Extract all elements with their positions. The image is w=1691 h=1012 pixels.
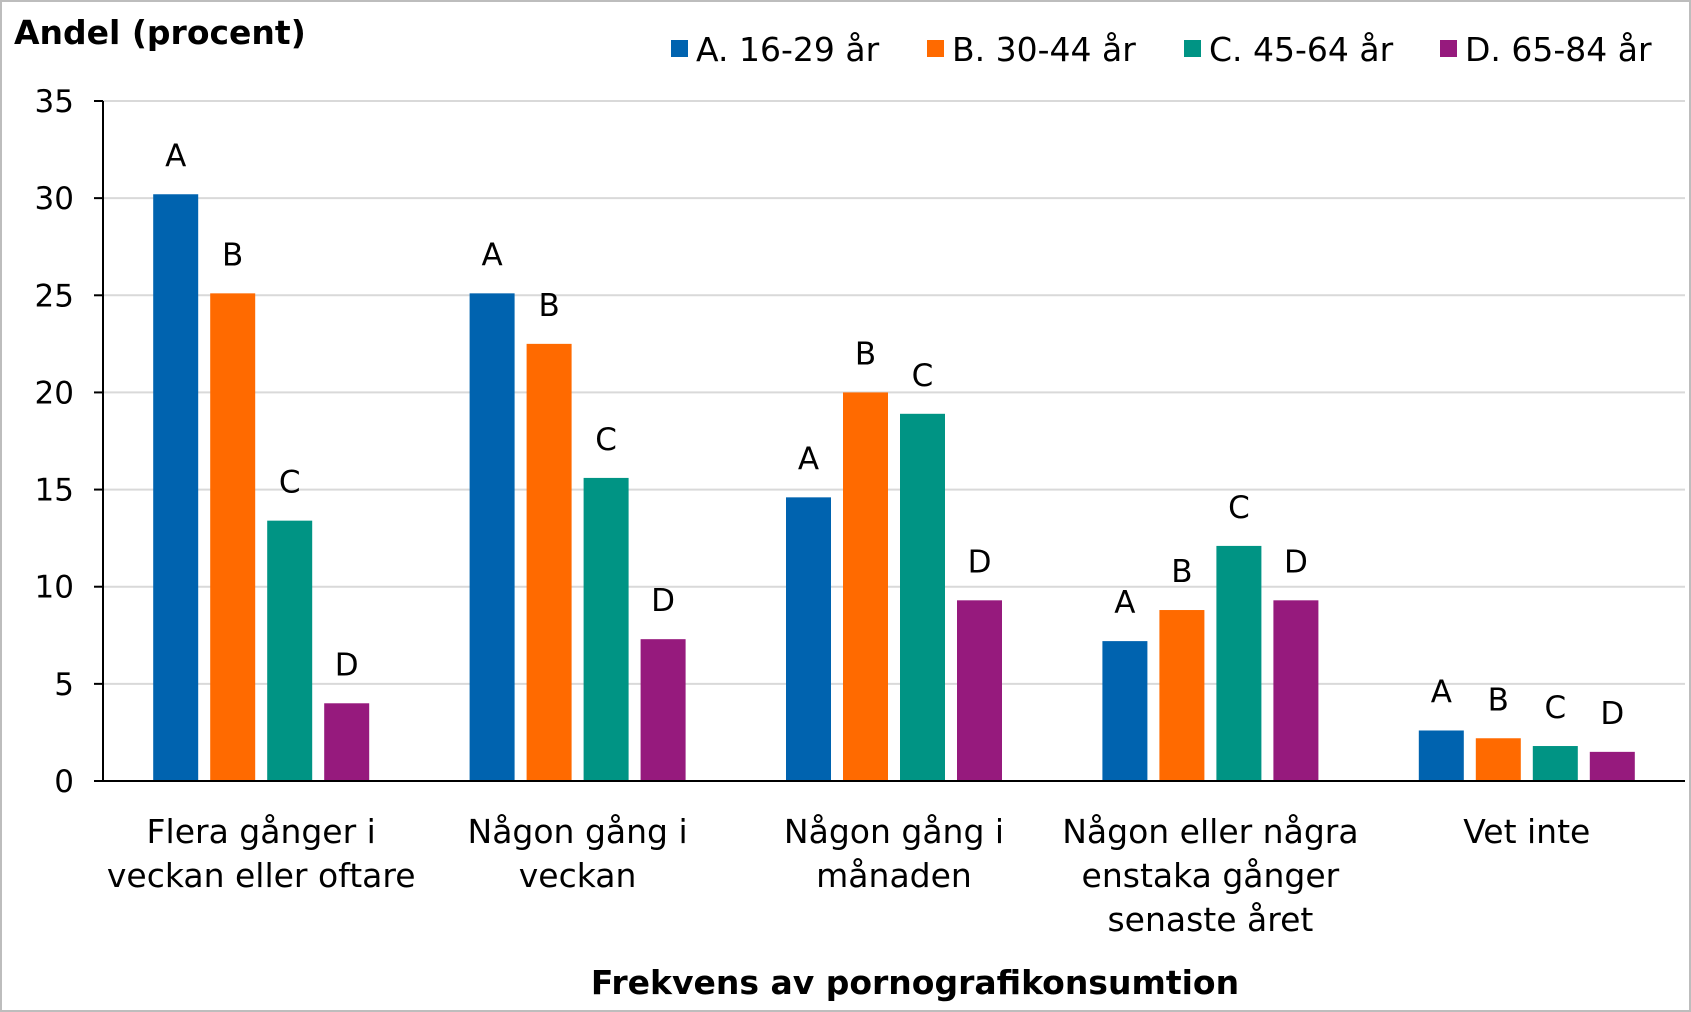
bar	[1418, 730, 1464, 781]
bar-data-label: A	[1431, 674, 1452, 710]
bar-data-label: C	[1228, 490, 1250, 526]
bar-data-label: B	[1488, 682, 1509, 718]
x-category-label: Någon gång i veckan	[468, 812, 688, 895]
legend-swatch	[671, 40, 688, 57]
bar-data-label: A	[481, 237, 502, 273]
y-tick-label: 5	[54, 667, 74, 703]
x-category-label: Flera gånger i veckan eller oftare	[107, 812, 416, 895]
bar	[267, 520, 313, 781]
bar	[1216, 545, 1262, 781]
legend-swatch	[927, 40, 944, 57]
legend-entry: A. 16-29 år	[696, 30, 880, 69]
y-tick-label: 10	[35, 570, 74, 606]
bar	[900, 413, 945, 781]
legend-swatch	[1184, 40, 1201, 57]
bar	[526, 343, 572, 781]
x-axis-title: Frekvens av pornografikonsumtion	[591, 963, 1239, 1002]
y-tick-label: 30	[35, 181, 74, 217]
bar	[210, 293, 256, 781]
x-category-label: Någon gång i månaden	[784, 812, 1004, 895]
bar	[1159, 610, 1205, 781]
y-tick-label: 20	[35, 375, 74, 411]
legend-entry: D. 65-84 år	[1465, 30, 1652, 69]
y-tick-label: 15	[35, 473, 74, 509]
x-category-label: Någon eller några enstaka gånger senaste å…	[1062, 812, 1358, 939]
bar-data-label: B	[855, 336, 876, 372]
y-tick-label: 35	[35, 84, 74, 120]
bar-data-label: D	[1600, 696, 1624, 732]
bar-data-label: D	[1284, 544, 1308, 580]
axes: 0 5 10 15 20 25 30 35 Flera gånger i veckan eller…	[35, 84, 1685, 939]
bar	[1589, 751, 1635, 781]
y-tick-label: 25	[35, 278, 74, 314]
bar-data-label: C	[1544, 690, 1566, 726]
gridlines	[103, 100, 1685, 685]
y-axis-title: Andel (procent)	[14, 13, 306, 52]
bar-data-label: D	[335, 647, 359, 683]
bar-data-label: B	[538, 288, 559, 324]
bar	[1102, 641, 1148, 781]
legend-entry: B. 30-44 år	[952, 30, 1136, 69]
bar-data-label: A	[165, 138, 186, 174]
legend-entry: C. 45-64 år	[1209, 30, 1394, 69]
bar	[153, 194, 199, 781]
bar-data-label: D	[968, 544, 992, 580]
bar	[640, 639, 686, 781]
bar-data-label: D	[651, 583, 675, 619]
bar-data-label: C	[595, 422, 617, 458]
legend-swatch	[1440, 40, 1457, 57]
x-category-label: Vet inte	[1463, 812, 1590, 851]
bar-data-label: A	[798, 441, 819, 477]
bar-data-label: B	[222, 237, 243, 273]
bar-data-label: C	[912, 358, 934, 394]
bar-data-label: B	[1171, 554, 1192, 590]
bar	[786, 497, 831, 781]
bar-data-label: C	[279, 465, 301, 501]
legend: A. 16-29 år B. 30-44 år C. 45-64 år D. 65-8…	[671, 30, 1652, 69]
bar	[957, 600, 1002, 781]
bar	[1475, 738, 1521, 781]
bars	[153, 194, 1635, 781]
bar	[1273, 600, 1319, 781]
bar	[324, 703, 370, 781]
y-tick-label: 0	[54, 764, 74, 800]
bar-data-label: A	[1114, 585, 1135, 621]
bar	[583, 477, 629, 781]
bar	[843, 392, 888, 781]
bar	[1532, 746, 1578, 781]
bar	[469, 293, 515, 781]
